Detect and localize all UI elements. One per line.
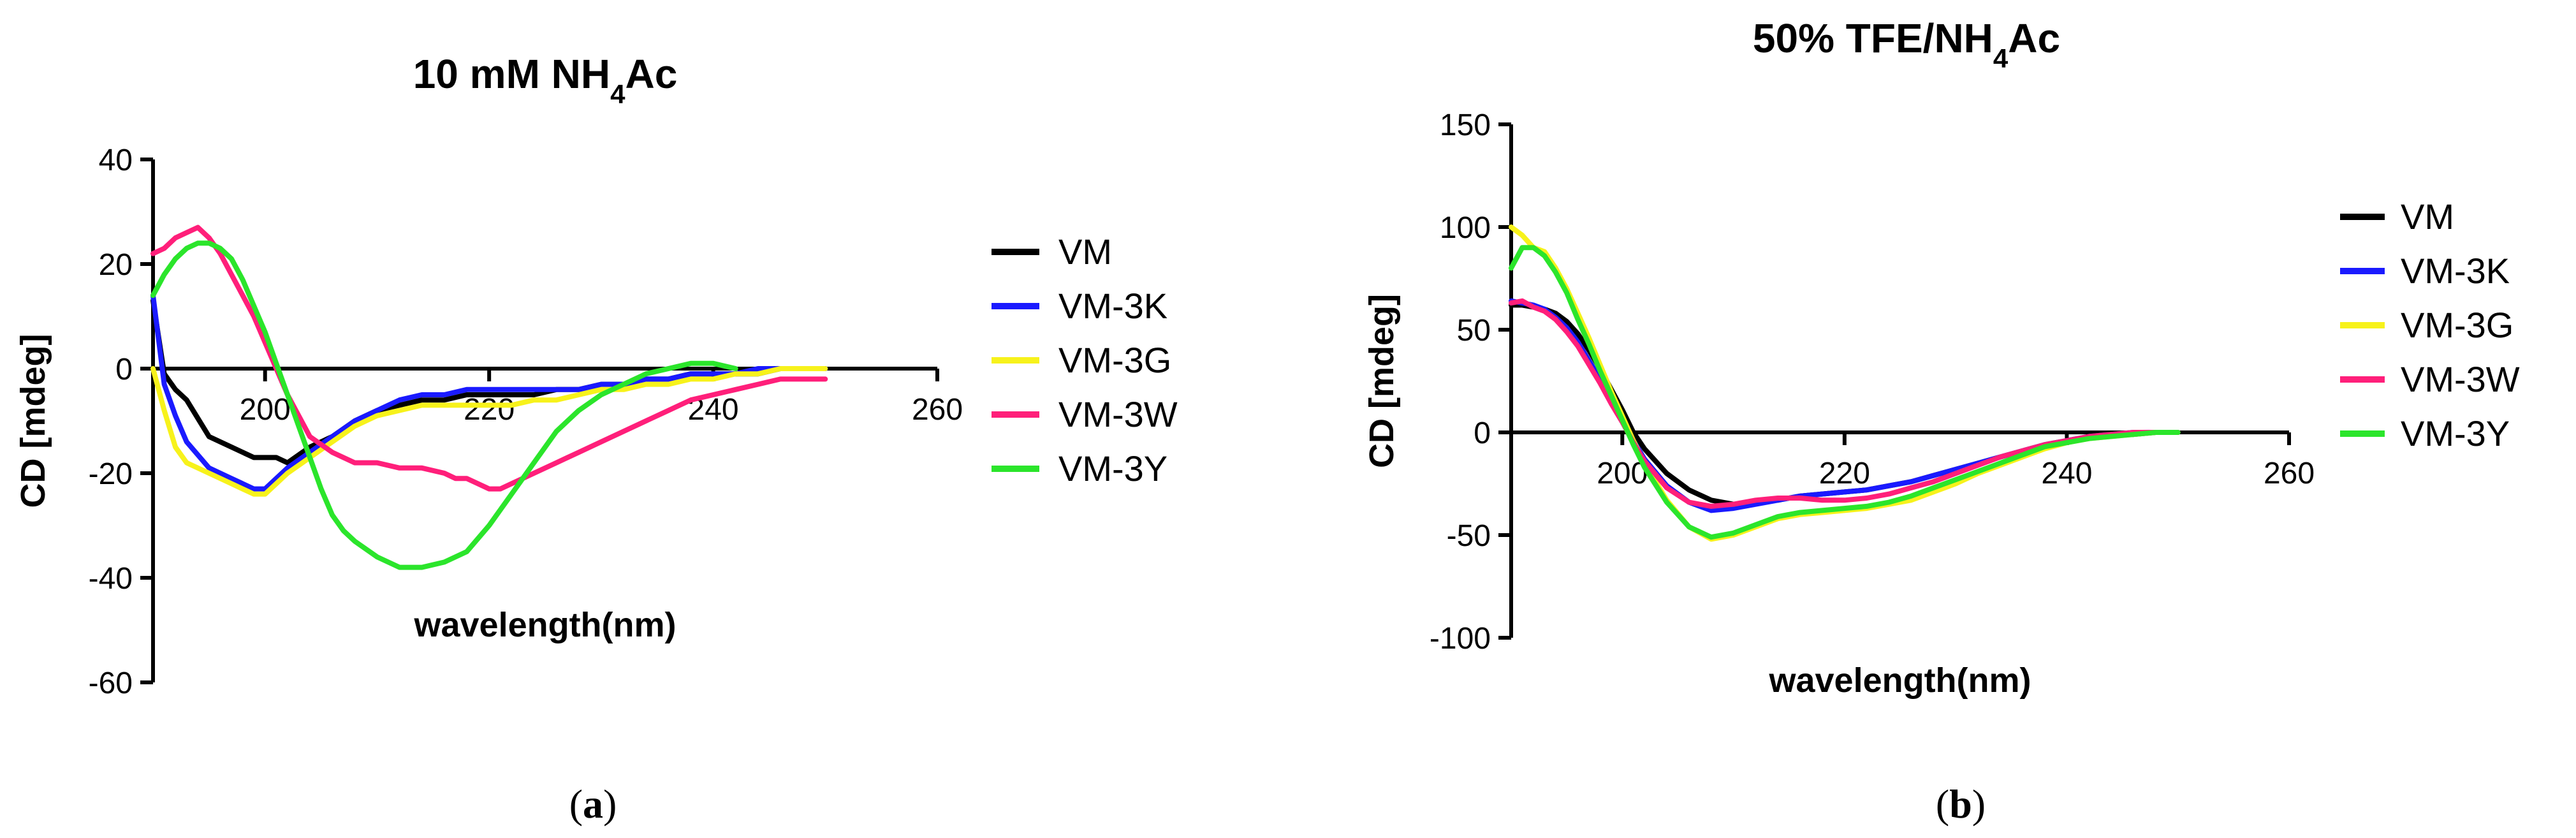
legend-label: VM-3Y (1058, 448, 1167, 489)
chart-title: 50% TFE/NH4Ac (1753, 15, 2060, 73)
legend-label: VM (2401, 196, 2454, 237)
y-tick-label: 100 (1440, 211, 1491, 245)
x-tick-label: 240 (2041, 457, 2092, 490)
chart-title-main: 10 mM NH (413, 51, 610, 97)
legend-label: VM-3W (2401, 359, 2520, 399)
y-tick-label: -100 (1430, 622, 1491, 656)
x-tick-label: 220 (464, 393, 515, 427)
panel-label: (b) (1936, 781, 1986, 827)
chart-title-subscript: 4 (1993, 43, 2009, 73)
legend-label: VM-3W (1058, 394, 1178, 434)
legend-label: VM (1058, 232, 1112, 272)
y-axis-title: CD [mdeg] (1363, 294, 1401, 468)
series-line-vm-3k (150, 293, 828, 492)
series-line-vm-3y (150, 240, 738, 570)
legend-label: VM-3K (1058, 286, 1167, 326)
x-tick-label: 200 (240, 393, 291, 427)
legend-label: VM-3G (1058, 340, 1171, 380)
panel-label-letter: a (583, 781, 603, 827)
y-tick-label: -40 (89, 562, 133, 596)
y-tick-label: 50 (1457, 314, 1491, 348)
y-tick-label: -60 (89, 666, 133, 700)
x-tick-label: 260 (2264, 457, 2315, 490)
y-tick-label: 0 (115, 353, 133, 386)
legend-label: VM-3Y (2401, 413, 2510, 453)
y-tick-label: -50 (1447, 519, 1491, 553)
series-line-vm-3y (1509, 245, 2181, 540)
series-line-vm-3g (150, 366, 828, 497)
panel-label-close: ) (603, 781, 617, 827)
panel-label-open: ( (1936, 781, 1949, 827)
x-axis-title: wavelength(nm) (413, 606, 676, 644)
x-axis-title: wavelength(nm) (1768, 661, 2031, 700)
panel-label-open: ( (569, 781, 583, 827)
y-tick-label: 40 (99, 143, 133, 177)
panel-label-letter: b (1949, 781, 1972, 827)
series-line-vm (150, 298, 828, 466)
chart-title-tail: Ac (625, 51, 677, 97)
y-tick-label: 150 (1440, 108, 1491, 142)
panel-label: (a) (569, 781, 617, 827)
y-axis-title: CD [mdeg] (14, 334, 52, 508)
chart-title: 10 mM NH4Ac (413, 51, 678, 109)
chart-title-tail: Ac (2008, 15, 2060, 61)
legend-label: VM-3K (2401, 251, 2510, 291)
legend-label: VM-3G (2401, 305, 2514, 345)
series-line-vm-3w (150, 224, 828, 492)
y-tick-label: 20 (99, 248, 133, 282)
y-tick-label: 0 (1474, 416, 1491, 450)
y-tick-label: -20 (89, 457, 133, 491)
chart-title-subscript: 4 (610, 79, 626, 109)
panel-label-close: ) (1972, 781, 1986, 827)
chart-title-main: 50% TFE/NH (1753, 15, 1993, 61)
x-tick-label: 220 (1819, 457, 1870, 490)
x-tick-label: 260 (912, 393, 963, 427)
